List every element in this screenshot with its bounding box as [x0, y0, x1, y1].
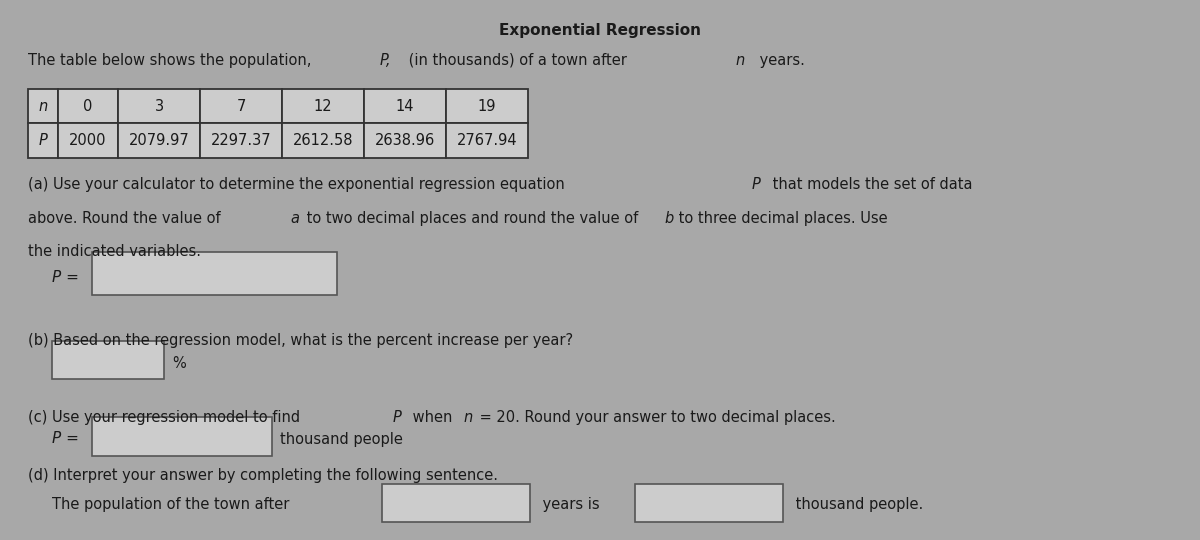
Bar	[28, 89, 58, 124]
Text: 2638.96: 2638.96	[374, 133, 436, 148]
Bar	[446, 89, 528, 124]
Bar	[52, 341, 164, 380]
Bar	[118, 124, 200, 158]
Bar	[200, 124, 282, 158]
Bar	[364, 89, 446, 124]
Text: 19: 19	[478, 99, 497, 114]
Text: thousand people: thousand people	[280, 432, 403, 447]
Text: to two decimal places and round the value of: to two decimal places and round the valu…	[302, 211, 643, 226]
Text: 2000: 2000	[70, 133, 107, 148]
Text: the indicated variables.: the indicated variables.	[28, 244, 202, 259]
Text: P: P	[752, 177, 761, 192]
Text: P: P	[38, 133, 48, 148]
Text: 2767.94: 2767.94	[457, 133, 517, 148]
Text: years is: years is	[538, 497, 600, 512]
Text: that models the set of data: that models the set of data	[768, 177, 972, 192]
Bar	[58, 89, 118, 124]
Bar	[282, 89, 364, 124]
Text: 14: 14	[396, 99, 414, 114]
Text: years.: years.	[755, 52, 805, 68]
Text: n: n	[734, 52, 744, 68]
Text: %: %	[172, 355, 186, 370]
Text: = 20. Round your answer to two decimal places.: = 20. Round your answer to two decimal p…	[475, 410, 835, 425]
Text: (a) Use your calculator to determine the exponential regression equation: (a) Use your calculator to determine the…	[28, 177, 569, 192]
Bar	[92, 252, 337, 295]
Text: 7: 7	[236, 99, 246, 114]
Text: (d) Interpret your answer by completing the following sentence.: (d) Interpret your answer by completing …	[28, 468, 498, 483]
Text: 2079.97: 2079.97	[128, 133, 190, 148]
Text: n: n	[38, 99, 48, 114]
Bar	[446, 124, 528, 158]
Text: 0: 0	[83, 99, 92, 114]
Text: 2297.37: 2297.37	[211, 133, 271, 148]
Text: (c) Use your regression model to find: (c) Use your regression model to find	[28, 410, 305, 425]
Text: 12: 12	[313, 99, 332, 114]
Text: P =: P =	[52, 431, 79, 446]
Bar	[28, 124, 58, 158]
Text: P: P	[394, 410, 402, 425]
Text: (b) Based on the regression model, what is the percent increase per year?: (b) Based on the regression model, what …	[28, 333, 574, 348]
Bar	[58, 124, 118, 158]
Text: n: n	[463, 410, 473, 425]
Text: thousand people.: thousand people.	[791, 497, 923, 512]
Text: 2612.58: 2612.58	[293, 133, 353, 148]
Text: when: when	[408, 410, 457, 425]
Text: Exponential Regression: Exponential Regression	[499, 23, 701, 38]
Text: The population of the town after: The population of the town after	[52, 497, 289, 512]
Bar	[200, 89, 282, 124]
Bar	[635, 484, 784, 522]
Bar	[382, 484, 530, 522]
Text: b: b	[664, 211, 673, 226]
Text: a: a	[290, 211, 299, 226]
Bar	[364, 124, 446, 158]
Text: The table below shows the population,: The table below shows the population,	[28, 52, 316, 68]
Text: (in thousands) of a town after: (in thousands) of a town after	[404, 52, 631, 68]
Text: P,: P,	[380, 52, 391, 68]
Text: above. Round the value of: above. Round the value of	[28, 211, 226, 226]
Text: 3: 3	[155, 99, 163, 114]
Bar	[282, 124, 364, 158]
Bar	[118, 89, 200, 124]
Text: P =: P =	[52, 270, 79, 285]
Bar	[92, 417, 272, 456]
Text: to three decimal places. Use: to three decimal places. Use	[674, 211, 888, 226]
